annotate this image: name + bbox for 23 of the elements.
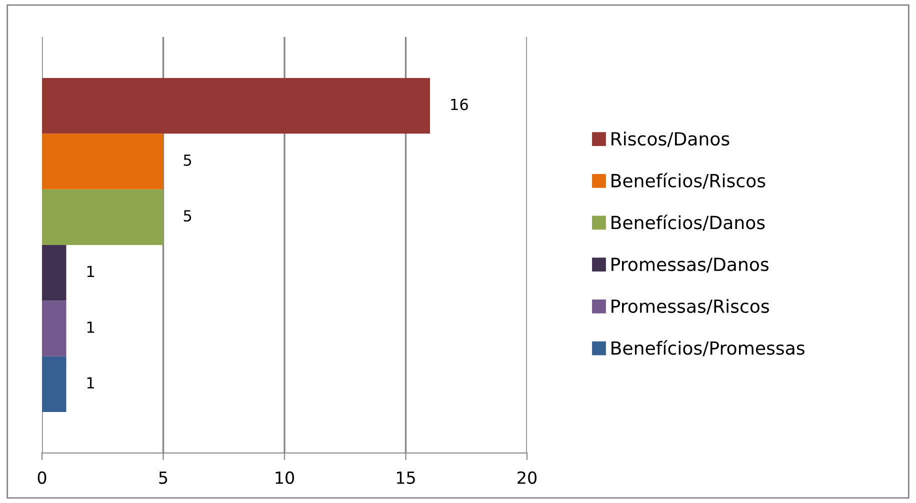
x-tick-label: 5	[159, 472, 168, 484]
legend-label: Benefícios/Promessas	[612, 340, 804, 356]
bar	[42, 245, 66, 301]
legend-label: Riscos/Danos	[612, 132, 730, 148]
x-tick-label: 20	[518, 471, 536, 484]
x-tick-label: 15	[396, 472, 415, 484]
data-label: 1	[87, 266, 94, 278]
data-label: 16	[451, 98, 468, 110]
x-tick-label: 10	[276, 471, 294, 484]
bar	[42, 356, 66, 412]
data-label: 5	[184, 154, 192, 166]
bar	[42, 300, 66, 356]
legend-label: Benefícios/Danos	[612, 214, 765, 231]
data-label: 5	[184, 210, 192, 222]
data-label: 1	[87, 322, 94, 333]
bar	[42, 78, 430, 134]
legend-label: Promessas/Riscos	[612, 299, 769, 314]
bar	[42, 134, 164, 190]
data-label: 1	[87, 377, 94, 388]
legend-label: Promessas/Danos	[612, 258, 768, 273]
x-tick-label: 0	[38, 471, 46, 484]
legend-label: Benefícios/Riscos	[612, 172, 766, 189]
bar	[42, 189, 164, 245]
